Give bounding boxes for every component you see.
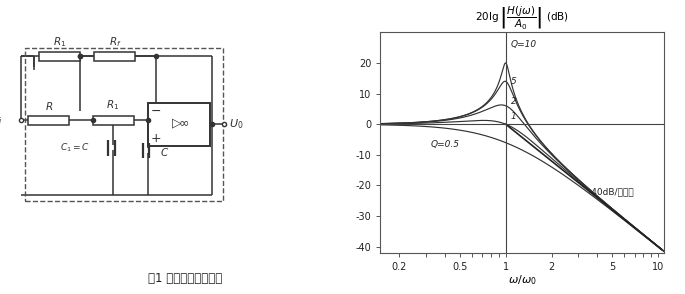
- Title: $20\lg\left|\dfrac{H(j\omega)}{A_0}\right|$ (dB): $20\lg\left|\dfrac{H(j\omega)}{A_0}\righ…: [475, 5, 569, 32]
- Text: 1: 1: [511, 112, 516, 121]
- Text: $U_0$: $U_0$: [229, 118, 243, 131]
- Bar: [25, 48, 223, 201]
- X-axis label: $\omega/\omega_0$: $\omega/\omega_0$: [508, 273, 536, 287]
- Text: 图1 低通滤波器电路图: 图1 低通滤波器电路图: [148, 272, 222, 285]
- Text: $U_i$: $U_i$: [0, 113, 2, 127]
- Text: $-$: $-$: [150, 104, 161, 117]
- Bar: [95, 52, 136, 61]
- Bar: [148, 103, 210, 146]
- Bar: [92, 116, 134, 125]
- Text: -40dB/十倍频: -40dB/十倍频: [588, 187, 634, 196]
- Text: $\triangleright\!\infty$: $\triangleright\!\infty$: [171, 117, 190, 131]
- Text: 5: 5: [511, 77, 516, 86]
- Text: $C_1{=}C$: $C_1{=}C$: [60, 142, 90, 154]
- Text: $C$: $C$: [160, 146, 169, 158]
- Bar: [29, 116, 69, 125]
- Text: $R_1$: $R_1$: [53, 35, 66, 49]
- Text: $R_1$: $R_1$: [106, 99, 120, 112]
- Text: 2: 2: [511, 97, 516, 106]
- Text: Q=0.5: Q=0.5: [430, 140, 460, 149]
- Text: $R$: $R$: [45, 101, 53, 112]
- Text: Q=10: Q=10: [511, 40, 537, 49]
- Text: $R_f$: $R_f$: [108, 35, 121, 49]
- Text: $+$: $+$: [150, 132, 161, 145]
- Bar: [39, 52, 80, 61]
